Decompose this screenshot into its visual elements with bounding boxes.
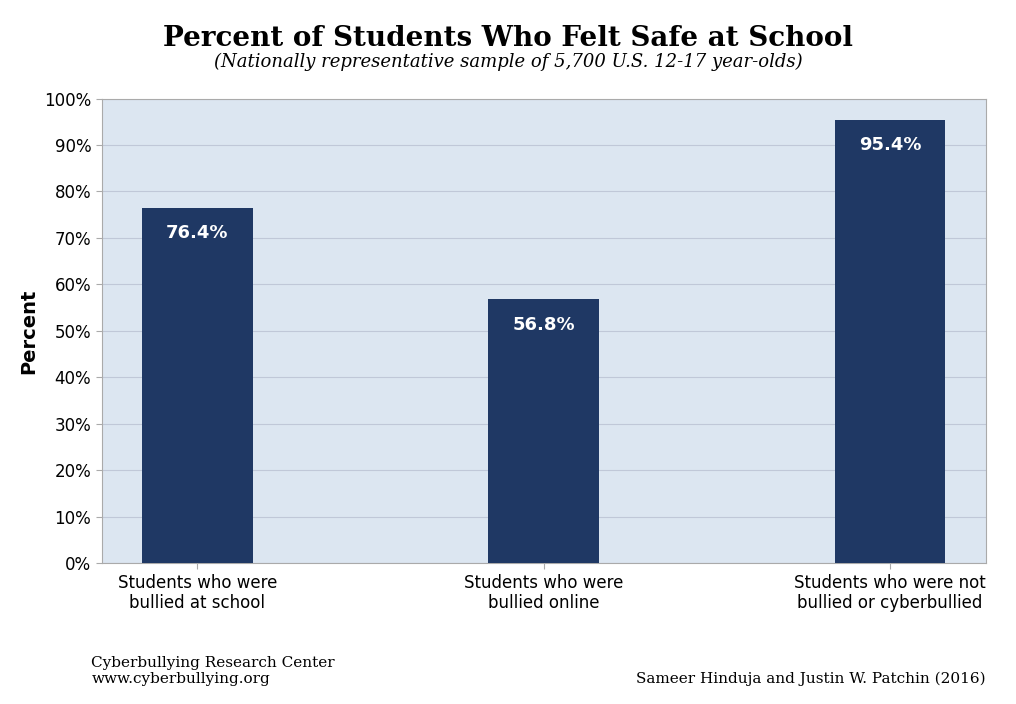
Text: Percent of Students Who Felt Safe at School: Percent of Students Who Felt Safe at Sch… xyxy=(163,25,853,51)
Text: (Nationally representative sample of 5,700 U.S. 12-17 year-olds): (Nationally representative sample of 5,7… xyxy=(213,53,803,71)
Bar xyxy=(142,208,253,563)
Bar xyxy=(834,120,945,563)
Text: 56.8%: 56.8% xyxy=(512,315,575,334)
Text: Cyberbullying Research Center
www.cyberbullying.org: Cyberbullying Research Center www.cyberb… xyxy=(91,656,335,686)
Text: 76.4%: 76.4% xyxy=(166,225,229,242)
Text: 95.4%: 95.4% xyxy=(859,136,922,154)
Text: Sameer Hinduja and Justin W. Patchin (2016): Sameer Hinduja and Justin W. Patchin (20… xyxy=(636,672,986,686)
Bar xyxy=(488,299,599,563)
Y-axis label: Percent: Percent xyxy=(19,288,39,374)
